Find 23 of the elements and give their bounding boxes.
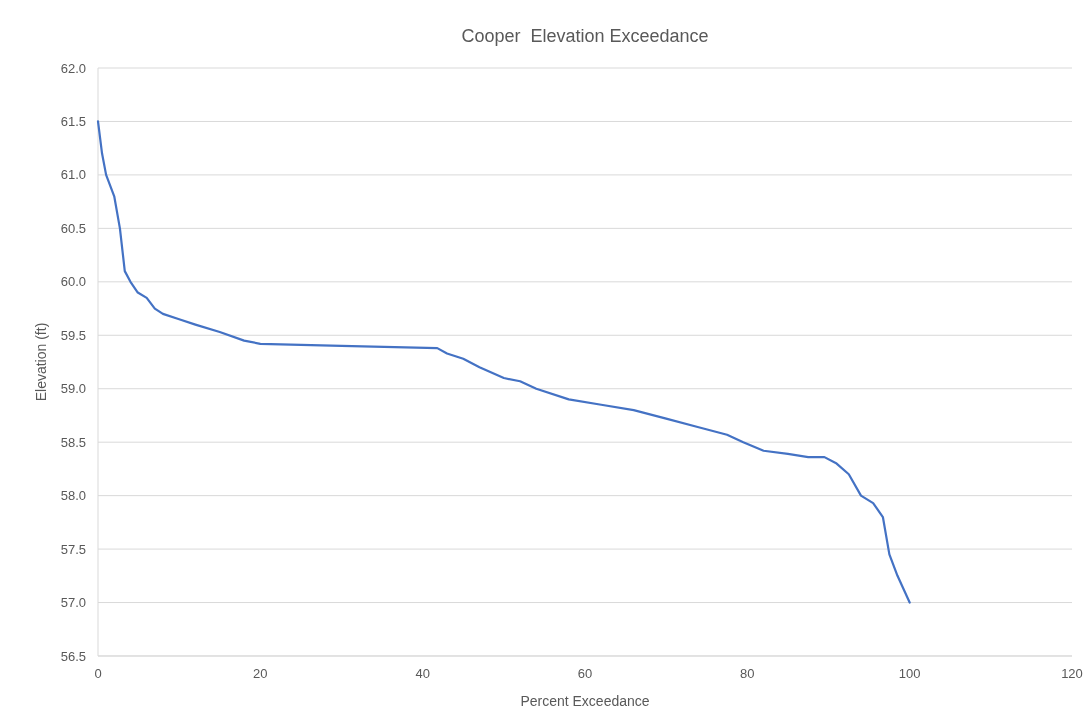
y-tick-label: 61.0 <box>60 167 86 183</box>
x-tick-label: 80 <box>740 666 755 681</box>
chart-title: Cooper Elevation Exceedance <box>461 26 709 46</box>
x-axis-title: Percent Exceedance <box>520 693 650 709</box>
y-tick-label: 56.5 <box>60 648 86 664</box>
x-tick-label: 60 <box>577 666 593 681</box>
y-tick-label: 57.5 <box>60 541 86 557</box>
y-tick-label: 59.5 <box>60 327 86 343</box>
y-tick-label: 58.0 <box>60 488 86 504</box>
y-tick-label: 60.5 <box>60 220 86 236</box>
x-tick-label: 0 <box>94 666 102 681</box>
y-tick-label: 60.0 <box>60 274 86 290</box>
y-tick-label: 62.0 <box>60 60 86 76</box>
x-tick-label: 20 <box>253 666 268 681</box>
y-tick-label: 57.0 <box>60 595 86 611</box>
x-tick-label: 120 <box>1061 666 1083 681</box>
y-tick-label: 61.5 <box>60 114 86 129</box>
y-tick-label: 59.0 <box>60 381 86 397</box>
y-axis-title: Elevation (ft) <box>33 322 49 402</box>
line-series <box>96 120 911 604</box>
y-tick-label: 58.5 <box>60 434 86 450</box>
x-tick-label: 100 <box>898 666 921 681</box>
x-tick-label: 40 <box>415 666 430 681</box>
